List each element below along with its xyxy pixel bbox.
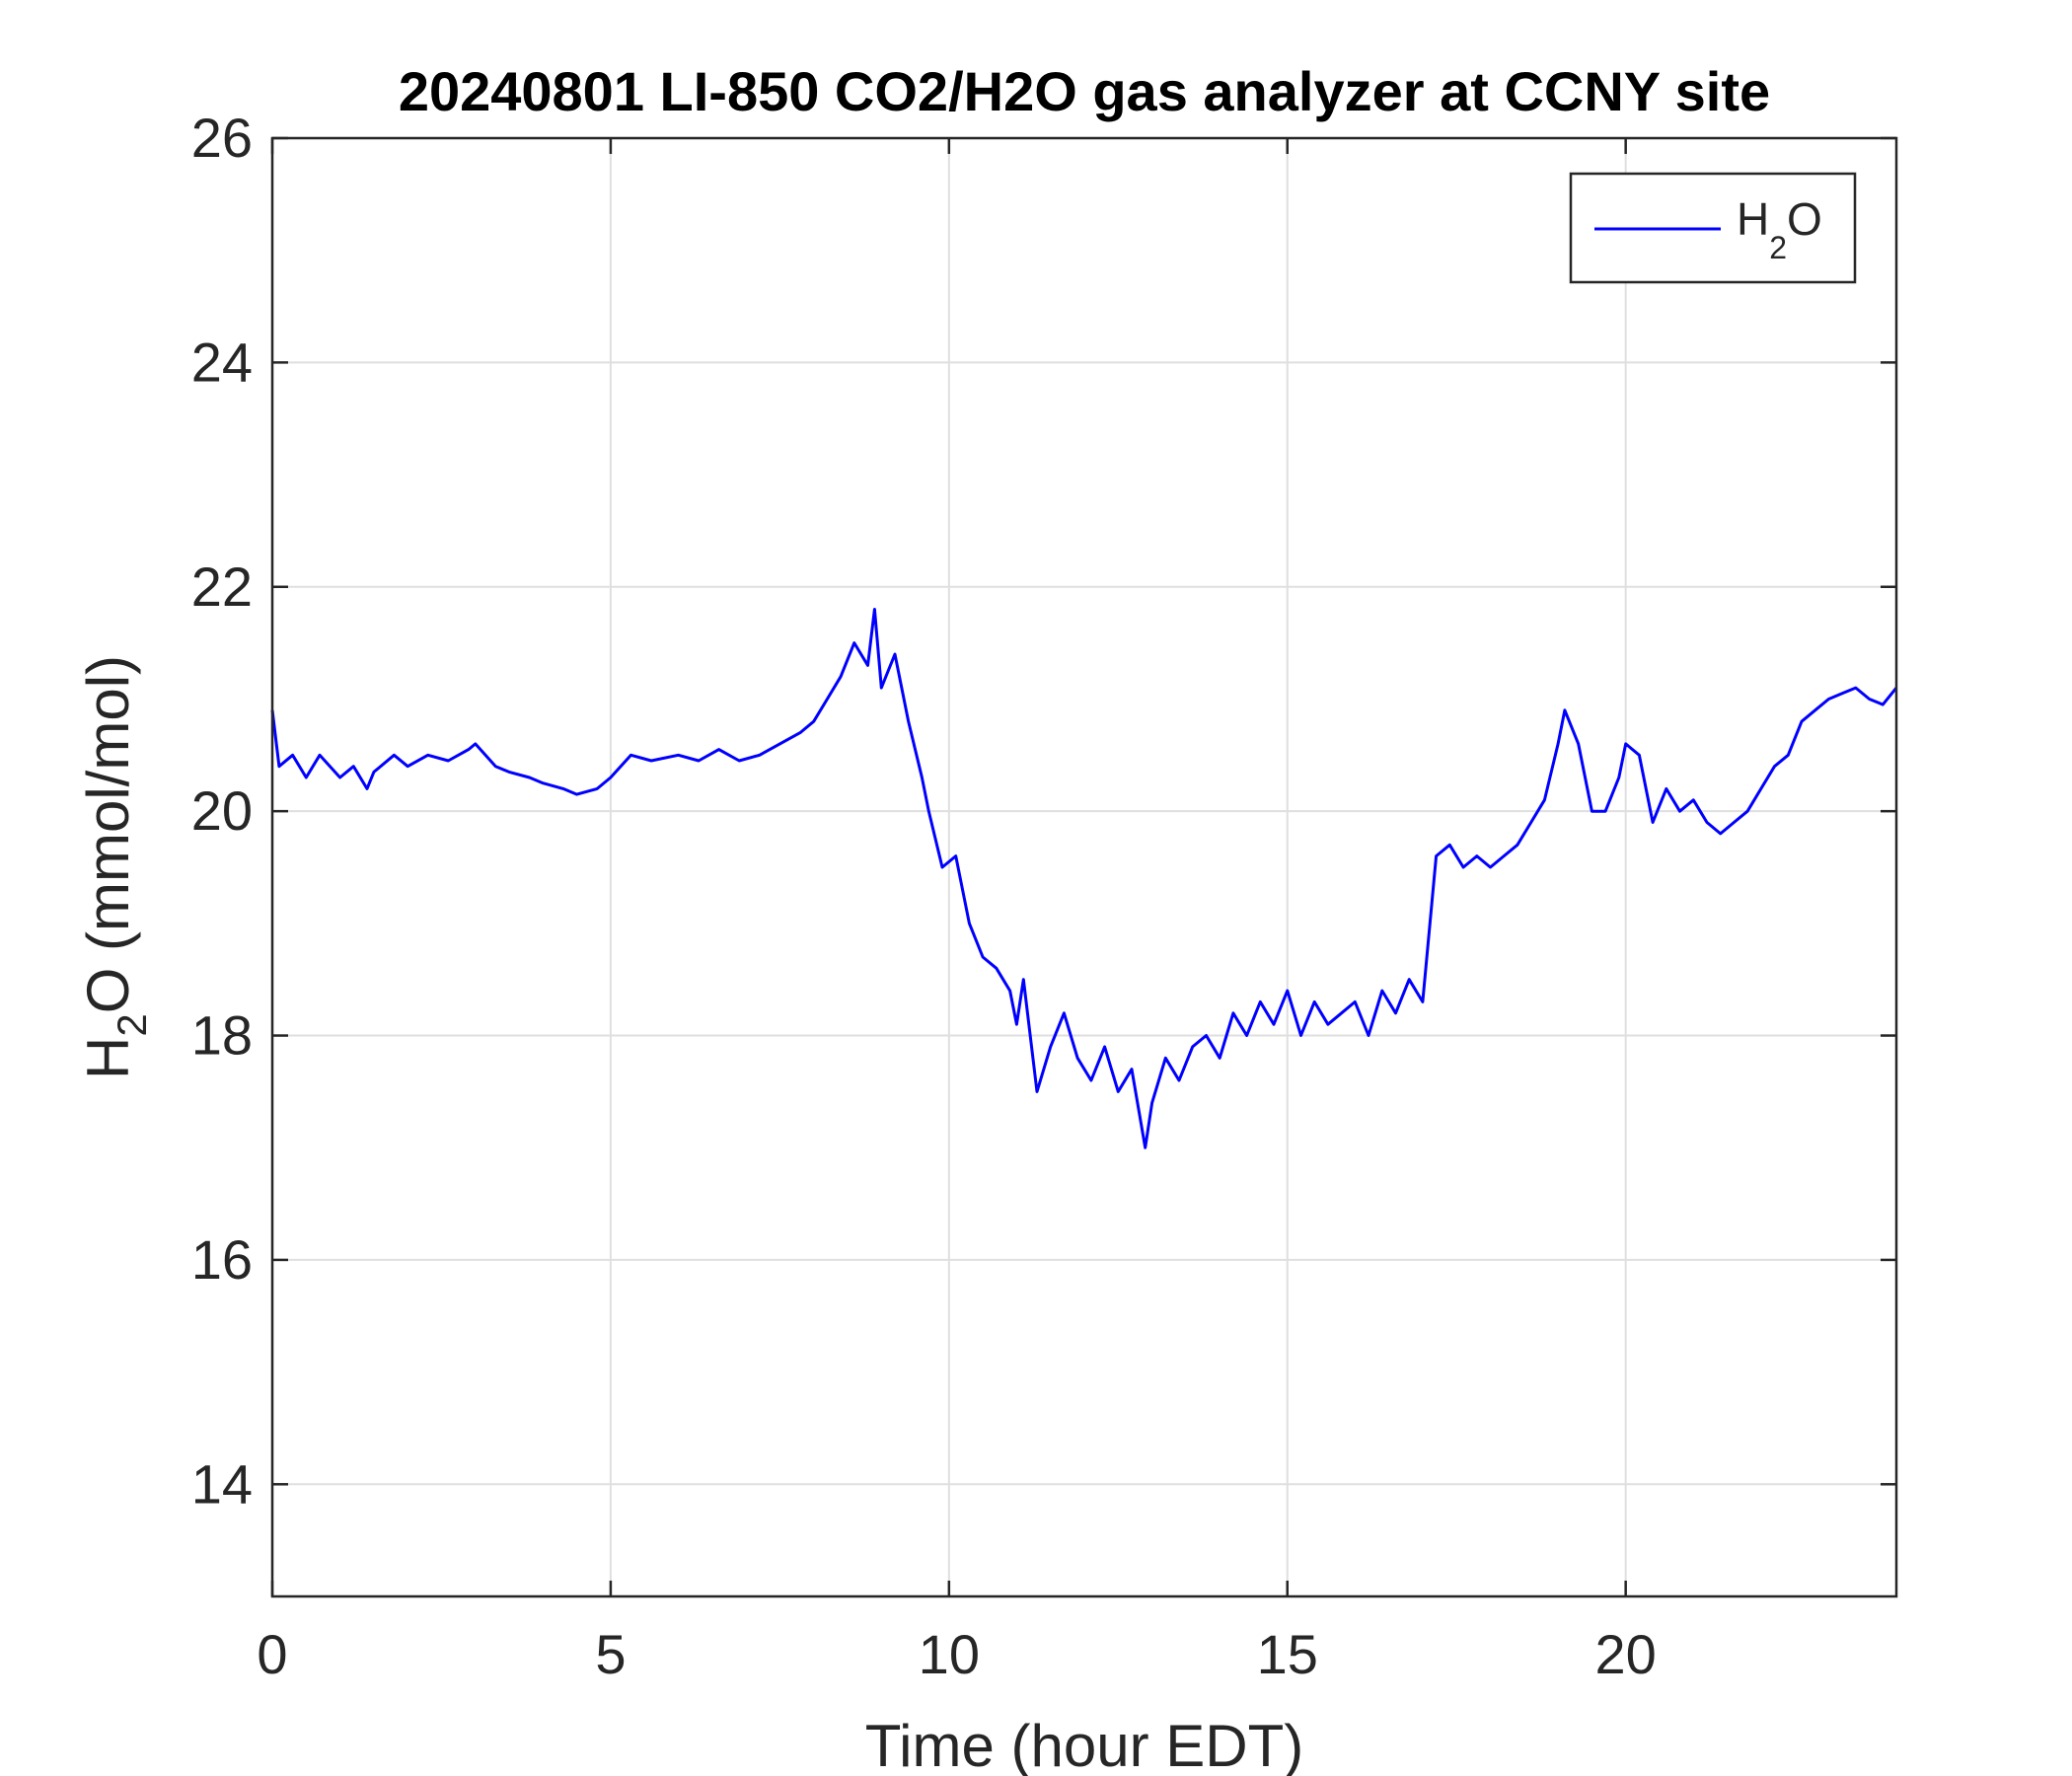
y-axis-label-subscript: 2 — [109, 1013, 155, 1036]
chart-title: 20240801 LI-850 CO2/H2O gas analyzer at … — [399, 60, 1770, 122]
x-tick-label: 5 — [595, 1623, 626, 1685]
y-axis-label-rest: O (mmol/mol) — [75, 655, 141, 1013]
series-line-h2o — [270, 608, 1898, 1149]
x-axis-label: Time (hour EDT) — [865, 1713, 1304, 1776]
tick-labels: 0 5 10 15 20 14 16 18 20 22 24 26 — [191, 107, 1657, 1685]
y-axis-label-main: H — [75, 1037, 141, 1079]
x-tick-label: 10 — [919, 1623, 980, 1685]
y-axis-label: H2O (mmol/mol) — [75, 655, 155, 1079]
y-tick-label: 20 — [191, 779, 253, 842]
y-axis-label-group: H2O (mmol/mol) — [75, 655, 155, 1079]
grid — [272, 138, 1896, 1596]
legend: H2O — [1569, 172, 1857, 284]
y-tick-label: 14 — [191, 1452, 253, 1515]
x-tick-label: 15 — [1257, 1623, 1318, 1685]
series-layer — [270, 608, 1898, 1149]
ticks — [270, 136, 1896, 1596]
y-tick-label: 22 — [191, 555, 253, 618]
axes-box — [270, 136, 1898, 1598]
y-tick-label: 26 — [191, 107, 253, 169]
y-tick-label: 18 — [191, 1004, 253, 1067]
x-tick-label: 20 — [1595, 1623, 1657, 1685]
legend-label-h2o: H2O — [1737, 193, 1822, 265]
y-tick-label: 16 — [191, 1228, 253, 1291]
plot-area — [272, 138, 1896, 1596]
y-tick-label: 24 — [191, 331, 253, 393]
x-tick-label: 0 — [257, 1623, 287, 1685]
